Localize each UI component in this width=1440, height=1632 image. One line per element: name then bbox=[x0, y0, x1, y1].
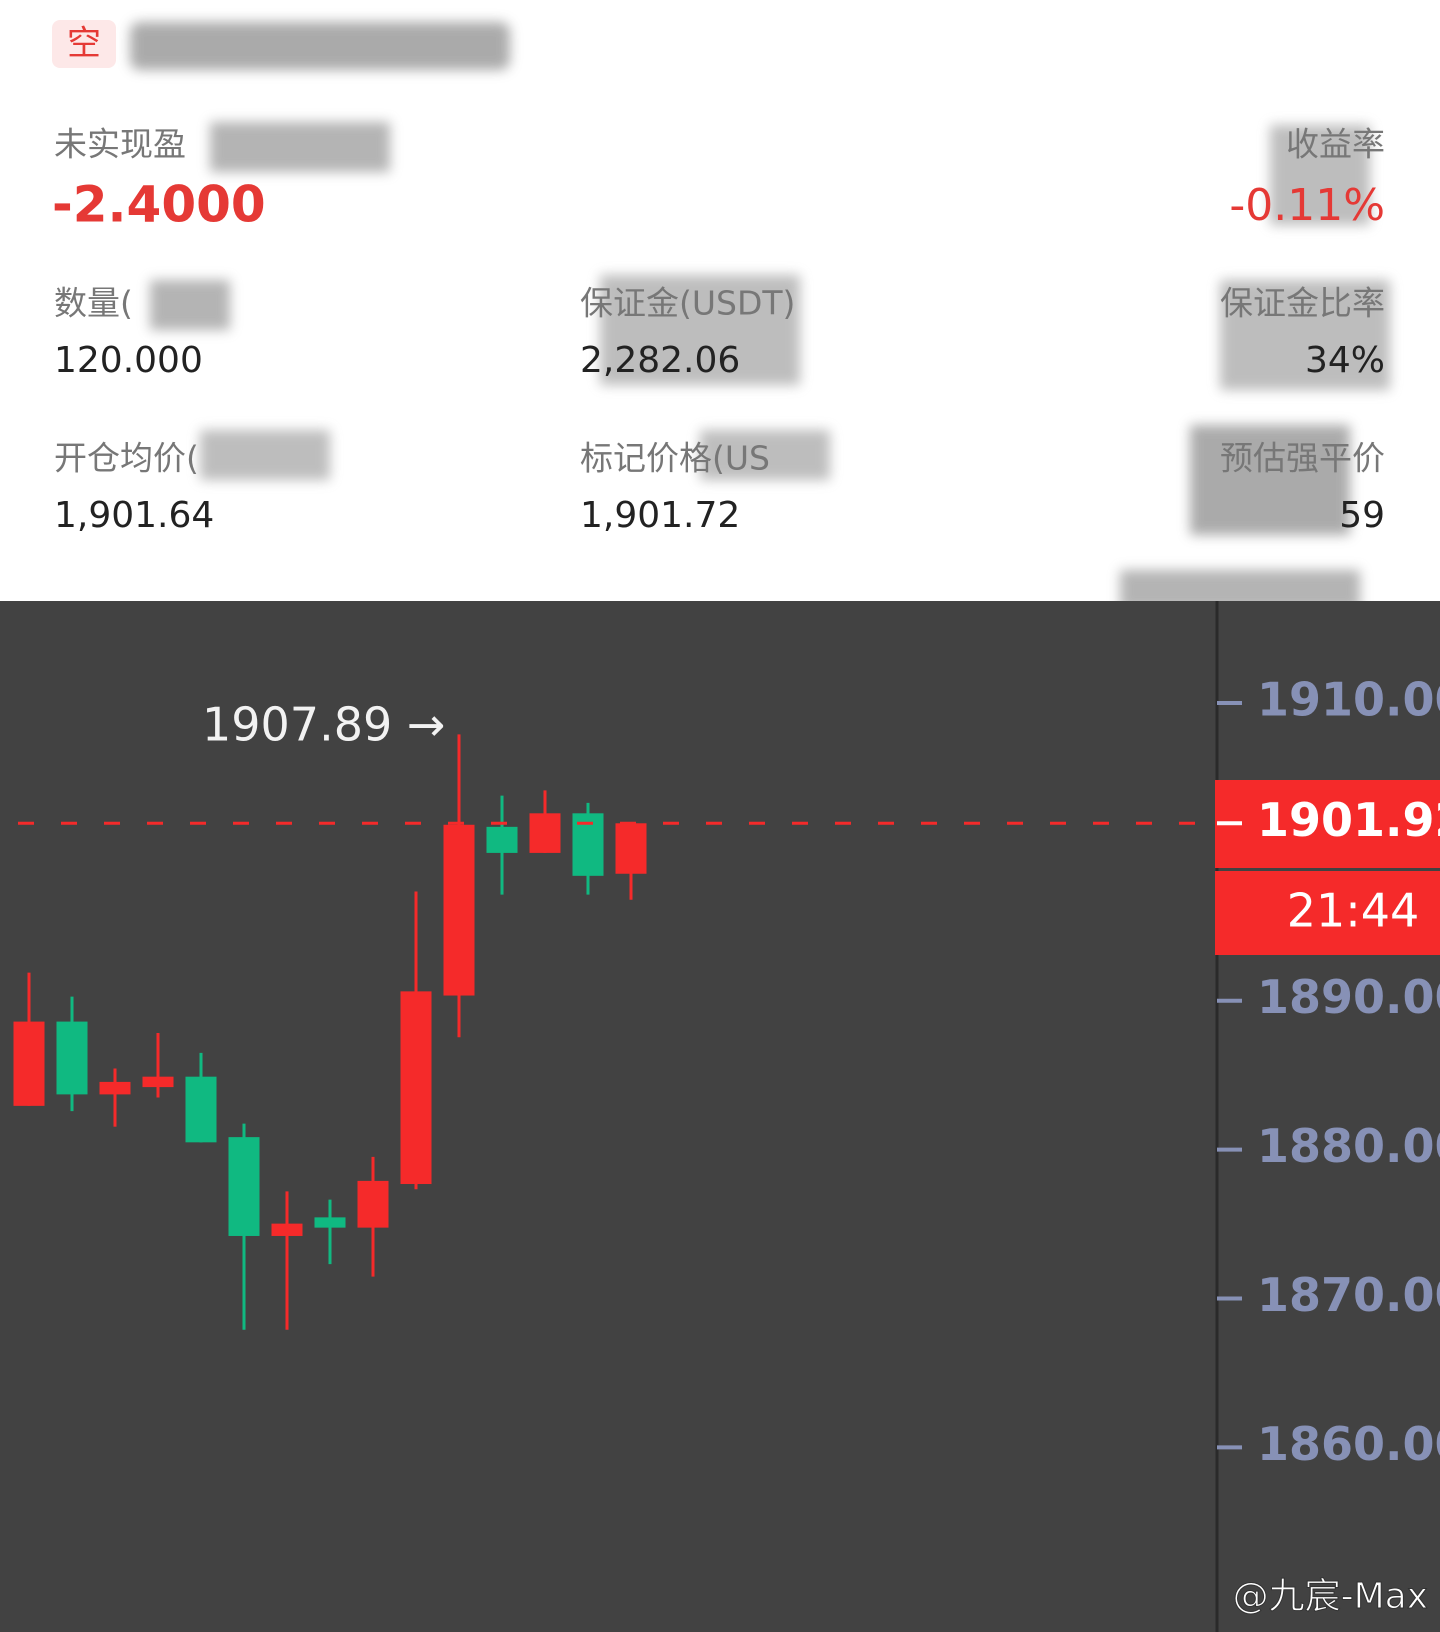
pnl-label: 未实现盈 bbox=[54, 125, 186, 164]
y-tick-label: 1870.00 bbox=[1257, 1268, 1440, 1322]
roe-label: 收益率 bbox=[1286, 125, 1385, 164]
y-tick-label: 1910.00 bbox=[1257, 672, 1440, 726]
field-value: 2,282.06 bbox=[580, 340, 740, 381]
field-label: 保证金比率 bbox=[1220, 284, 1385, 323]
position-fields: 数量( 120.000 保证金(USDT) 2,282.06 保证金比率 34% 开仓均价(… bbox=[54, 284, 1385, 537]
candlestick-chart: 1860.00 1870.00 1880.00 1890.00 1910.00 1901.… bbox=[13, 672, 1440, 1618]
field-label: 标记价格(US bbox=[580, 439, 770, 478]
redacted bbox=[130, 22, 1390, 610]
price-label-box bbox=[1215, 780, 1440, 868]
side-badge bbox=[52, 20, 116, 68]
pnl-value: -2.4000 bbox=[52, 176, 266, 234]
candle-body bbox=[357, 1180, 389, 1228]
candle-body bbox=[271, 1223, 303, 1236]
candle-body bbox=[529, 813, 561, 853]
candle-body bbox=[228, 1137, 260, 1236]
roe-value: -0.11% bbox=[1229, 180, 1385, 231]
y-tick-label: 1880.00 bbox=[1257, 1119, 1440, 1173]
chart-area bbox=[0, 601, 1440, 1632]
candle-body bbox=[56, 1021, 88, 1095]
candle-body bbox=[400, 991, 432, 1185]
candle-body bbox=[99, 1081, 131, 1095]
high-annotation: 1907.89 → bbox=[202, 698, 445, 752]
candle-body bbox=[486, 826, 518, 853]
y-tick-label: 1890.00 bbox=[1257, 970, 1440, 1024]
candle-body bbox=[615, 823, 647, 874]
candle-body bbox=[13, 1021, 45, 1106]
field-label: 数量( bbox=[54, 284, 133, 323]
field-label: 预估强平价 bbox=[1220, 439, 1385, 478]
side-text: 空 bbox=[67, 24, 101, 64]
watermark: @九宸-Max bbox=[1233, 1576, 1428, 1617]
field-value: 59 bbox=[1339, 495, 1385, 536]
candle-body bbox=[185, 1076, 217, 1143]
candle-body bbox=[443, 824, 475, 996]
field-label: 保证金(USDT) bbox=[580, 284, 795, 323]
countdown: 21:44 bbox=[1287, 884, 1420, 938]
candle-body bbox=[314, 1217, 346, 1228]
field-value: 34% bbox=[1305, 340, 1385, 381]
field-value: 120.000 bbox=[54, 340, 203, 381]
field-value: 1,901.72 bbox=[580, 495, 740, 536]
y-tick-label: 1860.00 bbox=[1257, 1417, 1440, 1471]
candle-body bbox=[142, 1076, 174, 1088]
field-label: 开仓均价( bbox=[54, 439, 199, 478]
field-value: 1,901.64 bbox=[54, 495, 214, 536]
current-price: 1901.92 bbox=[1257, 793, 1440, 847]
countdown-box bbox=[1215, 871, 1440, 955]
